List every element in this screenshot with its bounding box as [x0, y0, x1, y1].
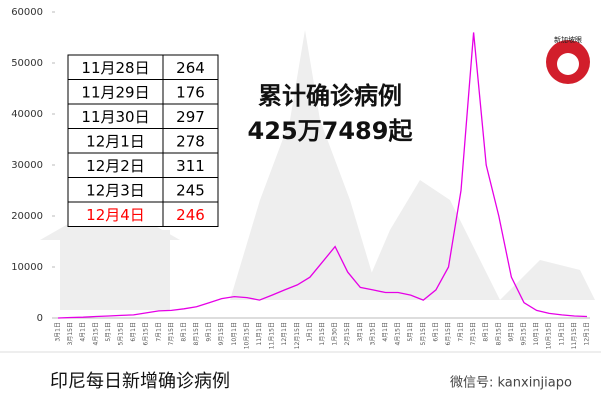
x-tick-label: 7月1日 [458, 322, 465, 342]
x-tick-label: 9月1日 [508, 322, 515, 342]
table-cell: 11月28日 [81, 59, 149, 77]
x-tick-label: 8月15日 [495, 322, 502, 345]
logo-text: 新加坡眼 [554, 35, 582, 44]
x-tick-label: 3月1日 [357, 322, 364, 342]
x-tick-label: 1月15日 [319, 322, 326, 345]
x-tick-label: 9月1日 [206, 322, 213, 342]
x-tick-label: 12月1日 [281, 322, 288, 345]
x-tick-label: 5月1日 [407, 322, 414, 342]
x-tick-label: 3月15日 [369, 322, 376, 345]
y-tick-label: 60000 [11, 7, 43, 18]
x-tick-label: 11月1日 [558, 322, 565, 345]
x-tick-label: 10月15日 [546, 322, 553, 349]
table-cell: 297 [176, 108, 205, 126]
y-tick-label: 20000 [11, 211, 43, 222]
y-tick-label: 10000 [11, 262, 43, 273]
x-tick-label: 11月15日 [571, 322, 578, 349]
logo: 新加坡眼 [546, 35, 590, 84]
y-tick-label: 30000 [11, 160, 43, 171]
table-cell: 176 [176, 83, 205, 101]
headline: 累计确诊病例 [258, 82, 402, 110]
x-tick-label: 9月15日 [521, 322, 528, 345]
x-tick-label: 12月15日 [294, 322, 301, 349]
x-tick-label: 5月15日 [420, 322, 427, 345]
x-tick-label: 8月15日 [193, 322, 200, 345]
table-cell: 12月2日 [86, 157, 145, 175]
x-tick-label: 9月15日 [218, 322, 225, 345]
x-tick-label: 6月1日 [130, 322, 137, 342]
table-cell: 245 [176, 181, 205, 199]
x-tick-label: 7月1日 [155, 322, 162, 342]
background-silhouette [40, 30, 595, 310]
x-tick-label: 2月15日 [344, 322, 351, 345]
x-tick-label: 5月15日 [117, 322, 124, 345]
x-tick-label: 6月15日 [143, 322, 150, 345]
x-tick-label: 6月15日 [445, 322, 452, 345]
x-tick-label: 11月15日 [269, 322, 276, 349]
x-tick-label: 10月15日 [243, 322, 250, 349]
x-tick-label: 5月1日 [105, 322, 112, 342]
x-tick-label: 12月1日 [584, 322, 591, 345]
y-tick-label: 0 [37, 313, 43, 324]
x-tick-label: 1月1日 [306, 322, 313, 342]
x-tick-label: 6月1日 [432, 322, 439, 342]
headline: 425万7489起 [248, 117, 414, 145]
table-frame [67, 54, 219, 227]
table-cell: 12月3日 [86, 181, 145, 199]
x-tick-label: 8月1日 [180, 322, 187, 342]
x-tick-label: 3月1日 [55, 322, 62, 342]
x-tick-label: 8月1日 [483, 322, 490, 342]
table-cell: 12月1日 [86, 132, 145, 150]
watermark: 微信号: kanxinjiapo [450, 376, 572, 391]
table-cell: 264 [176, 59, 205, 77]
x-tick-label: 10月1日 [533, 322, 540, 345]
y-tick-label: 40000 [11, 109, 43, 120]
x-tick-label: 4月15日 [92, 322, 99, 345]
x-tick-label: 4月1日 [80, 322, 87, 342]
table-cell: 246 [176, 206, 205, 224]
table-cell: 311 [176, 157, 205, 175]
table-cell: 278 [176, 132, 205, 150]
x-tick-label: 11月1日 [256, 322, 263, 345]
x-tick-label: 10月1日 [231, 322, 238, 345]
table-cell: 11月29日 [81, 83, 149, 101]
x-tick-label: 7月15日 [470, 322, 477, 345]
x-tick-label: 7月15日 [168, 322, 175, 345]
y-tick-label: 50000 [11, 58, 43, 69]
data-line [57, 32, 588, 319]
x-tick-label: 3月15日 [67, 322, 74, 345]
caption: 印尼每日新增确诊病例 [50, 371, 230, 392]
table-cell: 12月4日 [86, 206, 145, 224]
table-cell: 11月30日 [81, 108, 149, 126]
x-tick-label: 1月30日 [332, 322, 339, 345]
x-tick-label: 4月15日 [395, 322, 402, 345]
x-tick-label: 4月1日 [382, 322, 389, 342]
